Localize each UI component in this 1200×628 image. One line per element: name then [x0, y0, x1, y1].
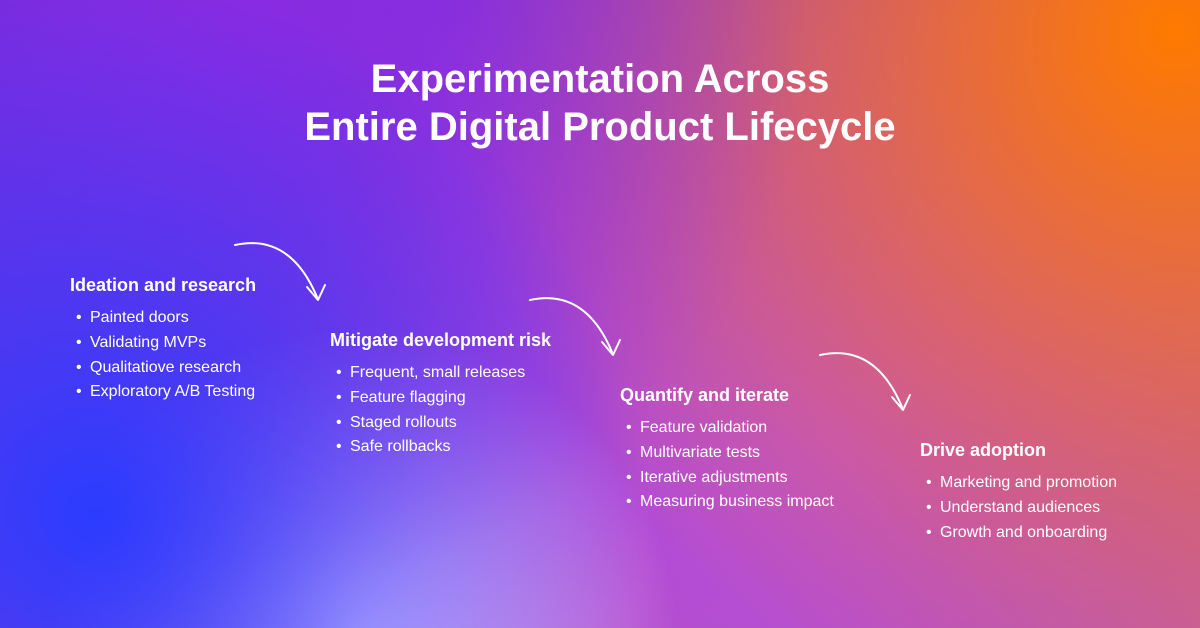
list-item: Understand audiences — [922, 496, 1117, 521]
flow-arrow-icon — [810, 335, 930, 440]
list-item: Exploratory A/B Testing — [72, 380, 256, 405]
infographic-content: Experimentation Across Entire Digital Pr… — [0, 0, 1200, 628]
stage-list: Frequent, small releases Feature flaggin… — [330, 361, 551, 460]
stage-list: Marketing and promotion Understand audie… — [920, 471, 1117, 545]
flow-arrow-icon — [225, 225, 345, 330]
stage-quantify: Quantify and iterate Feature validation … — [620, 385, 834, 515]
stage-heading: Quantify and iterate — [620, 385, 834, 406]
list-item: Validating MVPs — [72, 331, 256, 356]
list-item: Growth and onboarding — [922, 521, 1117, 546]
list-item: Qualitatiove research — [72, 356, 256, 381]
list-item: Safe rollbacks — [332, 435, 551, 460]
list-item: Measuring business impact — [622, 490, 834, 515]
list-item: Feature validation — [622, 416, 834, 441]
stage-mitigate: Mitigate development risk Frequent, smal… — [330, 330, 551, 460]
list-item: Iterative adjustments — [622, 466, 834, 491]
list-item: Frequent, small releases — [332, 361, 551, 386]
stages-container: Ideation and research Painted doors Vali… — [0, 0, 1200, 628]
stage-list: Feature validation Multivariate tests It… — [620, 416, 834, 515]
stage-heading: Mitigate development risk — [330, 330, 551, 351]
flow-arrow-icon — [520, 280, 640, 385]
list-item: Feature flagging — [332, 386, 551, 411]
list-item: Staged rollouts — [332, 411, 551, 436]
list-item: Marketing and promotion — [922, 471, 1117, 496]
stage-heading: Drive adoption — [920, 440, 1117, 461]
list-item: Multivariate tests — [622, 441, 834, 466]
stage-adoption: Drive adoption Marketing and promotion U… — [920, 440, 1117, 545]
